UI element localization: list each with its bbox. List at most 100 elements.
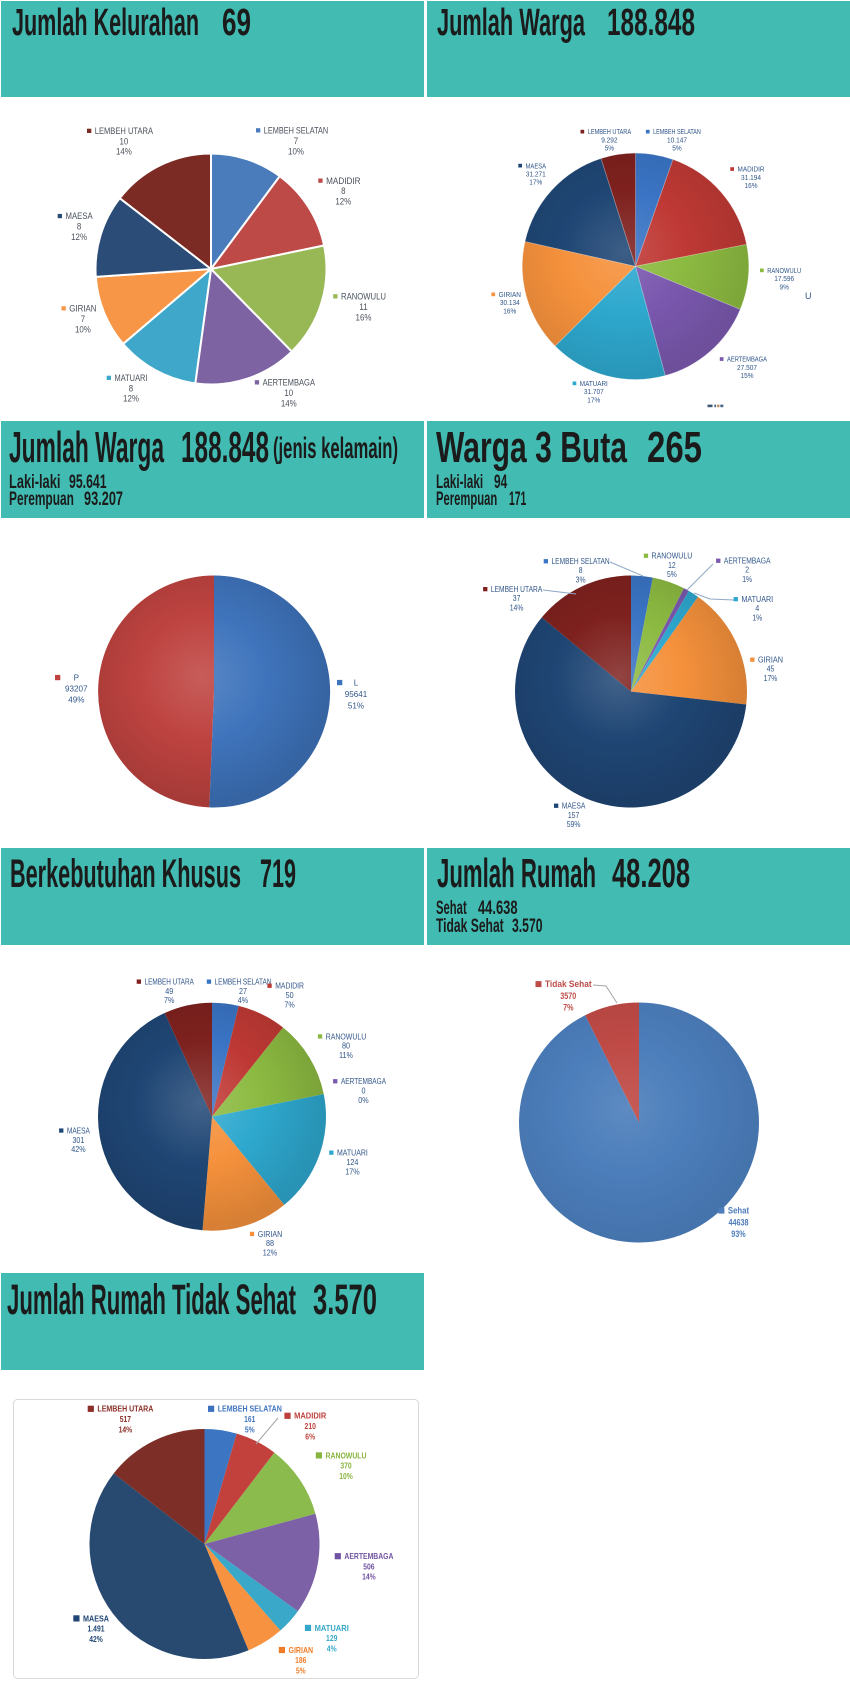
svg-text:7%: 7% <box>164 996 174 1005</box>
svg-text:1%: 1% <box>752 613 762 622</box>
svg-text:MADIDIR: MADIDIR <box>275 982 304 991</box>
svg-text:5%: 5% <box>605 144 615 153</box>
svg-text:161: 161 <box>244 1414 256 1424</box>
svg-text:4%: 4% <box>238 996 248 1005</box>
svg-text:2: 2 <box>745 566 749 575</box>
svg-text:59%: 59% <box>567 820 581 829</box>
svg-text:124: 124 <box>346 1158 358 1167</box>
svg-text:12%: 12% <box>123 394 139 404</box>
svg-text:LEMBEH SELATAN: LEMBEH SELATAN <box>552 557 610 566</box>
svg-text:17%: 17% <box>587 395 600 404</box>
svg-text:7: 7 <box>294 136 298 146</box>
svg-text:10%: 10% <box>339 1471 353 1481</box>
svg-text:49: 49 <box>165 987 173 996</box>
svg-text:LEMBEH SELATAN: LEMBEH SELATAN <box>264 126 328 136</box>
svg-text:31.194: 31.194 <box>741 173 761 182</box>
svg-text:3%: 3% <box>576 576 586 585</box>
svg-text:517: 517 <box>120 1414 132 1424</box>
svg-text:MATUARI: MATUARI <box>315 1623 349 1633</box>
svg-text:MAESA: MAESA <box>562 802 586 811</box>
svg-text:U: U <box>805 291 812 301</box>
svg-text:27.507: 27.507 <box>737 363 757 372</box>
svg-text:210: 210 <box>305 1421 317 1431</box>
svg-text:0%: 0% <box>358 1096 368 1105</box>
svg-text:16%: 16% <box>503 306 516 315</box>
svg-text:3570: 3570 <box>560 991 576 1001</box>
svg-text:44638: 44638 <box>729 1217 749 1227</box>
svg-text:5%: 5% <box>667 570 677 579</box>
svg-text:LEMBEH UTARA: LEMBEH UTARA <box>95 126 153 136</box>
svg-text:8: 8 <box>77 222 81 232</box>
svg-text:49%: 49% <box>68 694 85 704</box>
svg-text:AERTEMBAGA: AERTEMBAGA <box>344 1551 393 1561</box>
svg-text:17%: 17% <box>764 674 778 683</box>
svg-text:MATUARI: MATUARI <box>580 379 608 388</box>
svg-text:1%: 1% <box>742 575 752 584</box>
svg-text:LEMBEH UTARA: LEMBEH UTARA <box>491 585 543 594</box>
svg-text:370: 370 <box>340 1461 352 1471</box>
svg-text:16%: 16% <box>745 181 758 190</box>
svg-text:80: 80 <box>342 1042 350 1051</box>
svg-text:11: 11 <box>359 302 367 312</box>
svg-text:93207: 93207 <box>65 683 88 693</box>
svg-text:12: 12 <box>668 561 676 570</box>
svg-text:14%: 14% <box>362 1572 376 1582</box>
svg-text:AERTEMBAGA: AERTEMBAGA <box>341 1077 387 1086</box>
svg-text:LEMBEH UTARA: LEMBEH UTARA <box>97 1404 153 1414</box>
svg-text:12%: 12% <box>263 1249 277 1258</box>
svg-text:9.292: 9.292 <box>601 135 617 144</box>
svg-text:27: 27 <box>239 987 247 996</box>
svg-text:31.707: 31.707 <box>584 387 604 396</box>
svg-text:5%: 5% <box>672 144 682 153</box>
svg-text:AERTEMBAGA: AERTEMBAGA <box>724 556 771 565</box>
svg-text:10: 10 <box>120 136 129 146</box>
svg-text:8: 8 <box>579 566 583 575</box>
svg-text:MAESA: MAESA <box>67 1126 91 1135</box>
svg-text:10%: 10% <box>288 146 304 156</box>
svg-text:Tidak Sehat: Tidak Sehat <box>545 979 592 989</box>
svg-text:MADIDIR: MADIDIR <box>326 176 361 186</box>
svg-text:Sehat: Sehat <box>728 1206 749 1216</box>
svg-text:14%: 14% <box>510 603 524 612</box>
svg-text:15%: 15% <box>741 371 754 380</box>
svg-text:MATUARI: MATUARI <box>115 373 148 383</box>
svg-text:LEMBEH UTARA: LEMBEH UTARA <box>588 127 631 136</box>
svg-text:50: 50 <box>286 991 294 1000</box>
svg-text:10: 10 <box>284 388 293 398</box>
svg-text:14%: 14% <box>281 398 297 408</box>
svg-text:12%: 12% <box>335 197 351 207</box>
svg-text:51%: 51% <box>348 700 365 710</box>
svg-text:129: 129 <box>326 1633 338 1643</box>
svg-text:LEMBEH SELATAN: LEMBEH SELATAN <box>653 127 701 136</box>
svg-text:45: 45 <box>767 665 775 674</box>
svg-text:10.147: 10.147 <box>667 135 687 144</box>
svg-text:RANOWULU: RANOWULU <box>326 1450 367 1460</box>
svg-text:42%: 42% <box>71 1145 85 1154</box>
svg-text:93%: 93% <box>731 1229 745 1239</box>
svg-text:7%: 7% <box>284 1000 294 1009</box>
svg-text:AERTEMBAGA: AERTEMBAGA <box>263 378 315 388</box>
svg-text:RANOWULU: RANOWULU <box>341 292 386 302</box>
svg-text:14%: 14% <box>116 147 132 157</box>
svg-text:MAESA: MAESA <box>83 1613 109 1623</box>
svg-text:506: 506 <box>363 1561 375 1571</box>
svg-text:37: 37 <box>513 594 521 603</box>
svg-text:GIRIAN: GIRIAN <box>289 1645 314 1655</box>
svg-text:MADIDIR: MADIDIR <box>294 1411 326 1421</box>
svg-text:157: 157 <box>568 811 580 820</box>
svg-text:14%: 14% <box>119 1424 133 1434</box>
svg-text:88: 88 <box>266 1239 274 1248</box>
svg-text:L: L <box>354 677 359 687</box>
svg-text:8: 8 <box>129 383 133 393</box>
svg-text:42%: 42% <box>89 1634 103 1644</box>
svg-text:7%: 7% <box>563 1002 573 1012</box>
svg-text:LEMBEH UTARA: LEMBEH UTARA <box>145 977 195 986</box>
svg-text:301: 301 <box>72 1136 84 1145</box>
svg-text:RANOWULU: RANOWULU <box>326 1032 367 1041</box>
svg-text:LEMBEH SELATAN: LEMBEH SELATAN <box>218 1404 282 1414</box>
svg-text:95641: 95641 <box>345 689 368 699</box>
svg-text:9%: 9% <box>780 282 790 291</box>
svg-text:17.596: 17.596 <box>774 274 794 283</box>
svg-text:RANOWULU: RANOWULU <box>652 552 693 561</box>
svg-text:P: P <box>74 672 80 682</box>
